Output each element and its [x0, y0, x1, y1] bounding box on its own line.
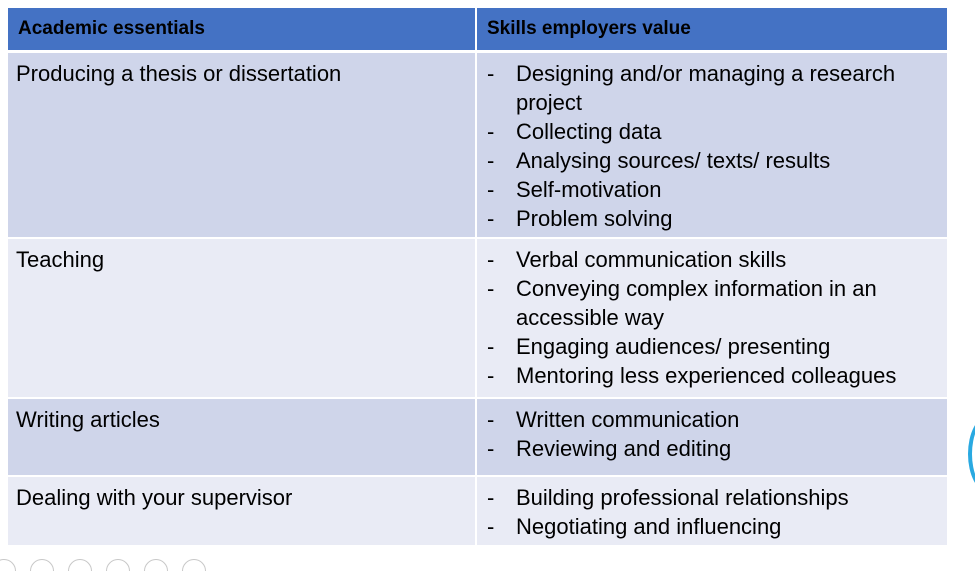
skills-cell: - Designing and/or managing a research pr…	[476, 51, 947, 239]
skills-cell: - Building professional relationships - Ne…	[476, 476, 947, 547]
skill-text: Analysing sources/ texts/ results	[516, 148, 831, 173]
skill-text: Reviewing and editing	[516, 436, 732, 461]
nav-slides-icon[interactable]	[106, 559, 130, 571]
skill-text: Problem solving	[516, 206, 673, 231]
dash-bullet: -	[487, 363, 495, 388]
skill-list: - Designing and/or managing a research pr…	[485, 59, 939, 233]
skills-table: Academic essentials Skills employers val…	[8, 8, 947, 547]
skill-list: - Verbal communication skills - Conveying …	[485, 245, 939, 390]
nav-zoom-icon[interactable]	[68, 559, 92, 571]
skill-text: Verbal communication skills	[516, 247, 787, 272]
dash-bullet: -	[487, 148, 495, 173]
dash-bullet: -	[487, 436, 495, 461]
dash-bullet: -	[487, 276, 495, 301]
decorative-circle-icon	[968, 416, 975, 492]
skill-text: Conveying complex information in an acce…	[516, 276, 877, 330]
nav-pen-icon[interactable]	[30, 559, 54, 571]
skill-text: Self-motivation	[516, 177, 662, 202]
dash-bullet: -	[487, 206, 495, 231]
skill-text: Mentoring less experienced colleagues	[516, 363, 897, 388]
essential-cell: Writing articles	[8, 398, 477, 477]
skill-item: - Reviewing and editing	[485, 434, 939, 463]
table-row: Writing articles - Written communication …	[8, 398, 947, 477]
slide-nav-controls	[0, 559, 252, 571]
skill-item: - Mentoring less experienced colleagues	[485, 361, 939, 390]
table-row: Producing a thesis or dissertation - Desi…	[8, 51, 947, 239]
dash-bullet: -	[487, 247, 495, 272]
skill-item: - Self-motivation	[485, 175, 939, 204]
skill-item: - Negotiating and influencing	[485, 512, 939, 541]
skill-text: Negotiating and influencing	[516, 514, 782, 539]
header-academic-essentials: Academic essentials	[8, 8, 477, 53]
skills-cell: - Verbal communication skills - Conveying …	[476, 238, 947, 399]
skill-item: - Designing and/or managing a research pr…	[485, 59, 939, 117]
dash-bullet: -	[487, 334, 495, 359]
skill-list: - Written communication - Reviewing and ed…	[485, 405, 939, 463]
skill-item: - Written communication	[485, 405, 939, 434]
skill-list: - Building professional relationships - Ne…	[485, 483, 939, 541]
skill-item: - Engaging audiences/ presenting	[485, 332, 939, 361]
skill-text: Collecting data	[516, 119, 662, 144]
skill-item: - Conveying complex information in an acc…	[485, 274, 939, 332]
skill-text: Designing and/or managing a research pro…	[516, 61, 896, 115]
dash-bullet: -	[487, 119, 495, 144]
essential-cell: Producing a thesis or dissertation	[8, 51, 477, 239]
nav-search-icon[interactable]	[144, 559, 168, 571]
dash-bullet: -	[487, 485, 495, 510]
skill-item: - Problem solving	[485, 204, 939, 233]
header-skills-employers-value: Skills employers value	[476, 8, 947, 53]
skill-item: - Collecting data	[485, 117, 939, 146]
essential-cell: Dealing with your supervisor	[8, 476, 477, 547]
skill-item: - Verbal communication skills	[485, 245, 939, 274]
dash-bullet: -	[487, 407, 495, 432]
dash-bullet: -	[487, 61, 495, 86]
essential-cell: Teaching	[8, 238, 477, 399]
table-row: Teaching - Verbal communication skills -C…	[8, 238, 947, 399]
skill-item: - Analysing sources/ texts/ results	[485, 146, 939, 175]
skill-text: Engaging audiences/ presenting	[516, 334, 831, 359]
table-header-row: Academic essentials Skills employers val…	[8, 8, 947, 53]
nav-prev-icon[interactable]	[0, 559, 16, 571]
dash-bullet: -	[487, 514, 495, 539]
dash-bullet: -	[487, 177, 495, 202]
skills-cell: - Written communication - Reviewing and ed…	[476, 398, 947, 477]
skill-text: Building professional relationships	[516, 485, 849, 510]
table-row: Dealing with your supervisor - Building p…	[8, 476, 947, 547]
skill-text: Written communication	[516, 407, 740, 432]
skill-item: - Building professional relationships	[485, 483, 939, 512]
nav-more-icon[interactable]	[182, 559, 206, 571]
